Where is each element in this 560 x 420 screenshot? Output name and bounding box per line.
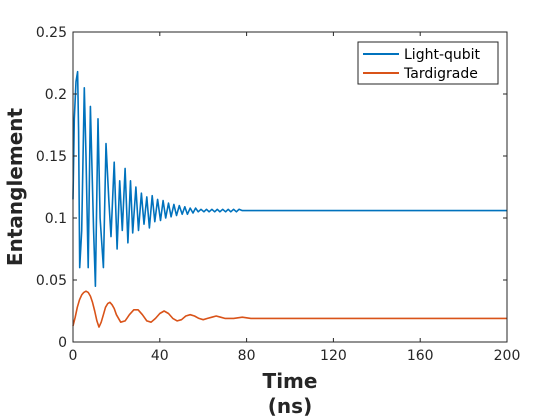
x-tick-label: 160 xyxy=(407,348,434,364)
legend-label-light-qubit: Light-qubit xyxy=(404,47,481,63)
y-tick-label: 0.25 xyxy=(36,25,67,41)
legend: Light-qubit Tardigrade xyxy=(357,41,499,85)
x-tick-label: 80 xyxy=(238,348,256,364)
series-line-tardigrade xyxy=(72,290,507,328)
y-axis-title: Entanglement xyxy=(3,107,27,266)
y-tick-label: 0.2 xyxy=(45,87,67,103)
x-tick-label: 200 xyxy=(494,348,521,364)
y-tick-label: 0.1 xyxy=(45,211,67,227)
x-axis-title-line-1: Time xyxy=(263,369,318,393)
legend-box xyxy=(357,41,499,85)
y-tick-label: 0 xyxy=(58,335,67,351)
series-line-light-qubit xyxy=(72,70,507,288)
y-tick-label: 0.15 xyxy=(36,149,67,165)
series-layer xyxy=(72,70,507,328)
x-axis-title-line-2: (ns) xyxy=(268,394,312,418)
legend-label-tardigrade: Tardigrade xyxy=(403,66,478,82)
x-tick-label: 40 xyxy=(151,348,169,364)
y-tick-label: 0.05 xyxy=(36,273,67,289)
axes-box xyxy=(72,31,508,343)
ticks-layer: 0 40 80 120 160 200 0 0.05 0.1 0.15 0.2 0.25 xyxy=(36,25,521,364)
x-tick-label: 120 xyxy=(320,348,347,364)
x-tick-label: 0 xyxy=(69,348,78,364)
